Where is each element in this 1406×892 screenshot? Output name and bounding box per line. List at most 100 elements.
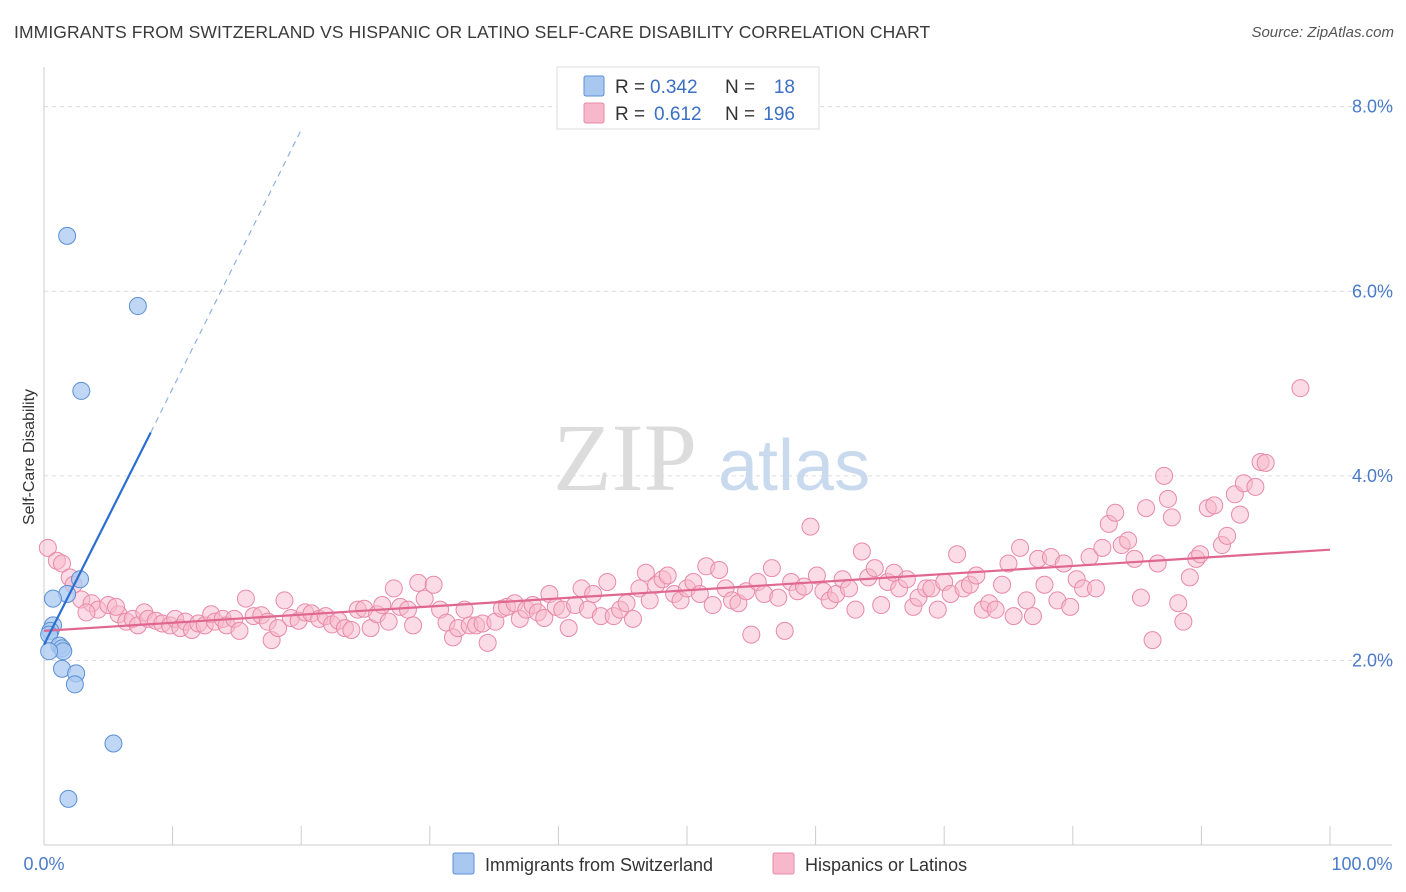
legend-swatch-hispanics — [583, 102, 605, 124]
point-switzerland-0 — [58, 226, 77, 245]
point-hispanics-129 — [852, 542, 871, 561]
point-hispanics-59 — [409, 573, 428, 592]
point-hispanics-121 — [801, 517, 820, 536]
point-switzerland-16 — [104, 734, 123, 753]
point-hispanics-144 — [948, 545, 967, 564]
x-tick-label-max: 100.0% — [1331, 854, 1392, 874]
point-switzerland-17 — [59, 789, 78, 808]
axes — [43, 67, 1392, 846]
point-hispanics-141 — [928, 600, 947, 619]
point-hispanics-38 — [275, 591, 294, 610]
x-tick-label-min: 0.0% — [23, 854, 64, 874]
point-hispanics-57 — [398, 600, 417, 619]
series-legend-item-hispanics: Hispanics or Latinos — [772, 852, 967, 875]
series-legend-swatch-switzerland — [452, 852, 475, 875]
point-hispanics-151 — [993, 575, 1012, 594]
series-legend-label-hispanics: Hispanics or Latinos — [805, 855, 967, 875]
point-hispanics-11 — [107, 597, 126, 616]
point-hispanics-107 — [710, 560, 729, 579]
point-hispanics-147 — [967, 566, 986, 585]
legend-n-value: 196 — [763, 104, 795, 125]
legend-n-label: N = — [725, 77, 755, 98]
point-hispanics-167 — [1093, 538, 1112, 557]
point-hispanics-61 — [424, 575, 443, 594]
point-hispanics-32 — [236, 589, 255, 608]
point-hispanics-180 — [1169, 594, 1188, 613]
watermark: ZIP atlas — [553, 404, 870, 511]
series-legend-item-switzerland: Immigrants from Switzerland — [452, 852, 713, 875]
point-hispanics-182 — [1180, 568, 1199, 587]
point-hispanics-186 — [1205, 496, 1224, 515]
chart-source: Source: ZipAtlas.com — [1251, 24, 1394, 41]
y-tick-label-3: 8.0% — [1352, 97, 1393, 117]
point-hispanics-176 — [1148, 554, 1167, 573]
y-tick-label-1: 4.0% — [1352, 466, 1393, 486]
chart-title: IMMIGRANTS FROM SWITZERLAND VS HISPANIC … — [14, 22, 931, 42]
point-hispanics-116 — [769, 588, 788, 607]
legend-r-value: 0.342 — [650, 77, 698, 98]
trend-lines — [43, 129, 1331, 646]
point-hispanics-190 — [1230, 505, 1249, 524]
point-hispanics-37 — [269, 619, 288, 638]
point-hispanics-48 — [342, 620, 361, 639]
series-switzerland-points — [40, 226, 147, 808]
point-hispanics-161 — [1054, 554, 1073, 573]
point-hispanics-93 — [623, 609, 642, 628]
point-hispanics-131 — [865, 559, 884, 578]
point-hispanics-127 — [840, 579, 859, 598]
watermark-zip: ZIP — [553, 404, 697, 511]
point-hispanics-192 — [1246, 477, 1265, 496]
point-switzerland-5 — [44, 589, 63, 608]
legend-n-value: 18 — [774, 77, 795, 98]
trend-line-hispanics — [43, 548, 1331, 632]
point-hispanics-155 — [1017, 591, 1036, 610]
point-hispanics-83 — [559, 619, 578, 638]
trend-line-switzerland-extension — [150, 129, 302, 433]
series-legend-label-switzerland: Immigrants from Switzerland — [485, 855, 713, 875]
point-hispanics-117 — [775, 621, 794, 640]
legend-swatch-switzerland — [583, 75, 605, 97]
point-switzerland-1 — [128, 297, 147, 316]
point-hispanics-79 — [535, 608, 554, 627]
point-hispanics-55 — [384, 579, 403, 598]
legend-r-value: 0.612 — [654, 104, 702, 125]
legend-n-label: N = — [725, 104, 755, 125]
point-hispanics-87 — [584, 584, 603, 603]
point-hispanics-158 — [1035, 575, 1054, 594]
point-hispanics-175 — [1143, 631, 1162, 650]
x-tick-labels: 0.0% 100.0% — [23, 854, 1392, 874]
point-hispanics-96 — [640, 591, 659, 610]
point-hispanics-181 — [1174, 612, 1193, 631]
point-hispanics-152 — [999, 554, 1018, 573]
point-hispanics-172 — [1125, 549, 1144, 568]
point-hispanics-195 — [1291, 379, 1310, 398]
watermark-atlas: atlas — [718, 426, 870, 506]
point-hispanics-106 — [703, 596, 722, 615]
point-hispanics-8 — [77, 603, 96, 622]
point-hispanics-154 — [1011, 538, 1030, 557]
point-hispanics-178 — [1158, 489, 1177, 508]
point-hispanics-179 — [1162, 508, 1181, 527]
point-hispanics-99 — [658, 566, 677, 585]
point-hispanics-194 — [1256, 453, 1275, 472]
point-hispanics-184 — [1191, 545, 1210, 564]
y-tick-label-2: 6.0% — [1352, 281, 1393, 301]
point-hispanics-169 — [1106, 503, 1125, 522]
legend-row-switzerland: R = 0.342 N = 18 — [583, 75, 795, 98]
correlation-legend: R = 0.342 N = 18 R = 0.612 N = 196 — [556, 66, 820, 130]
point-hispanics-95 — [636, 563, 655, 582]
point-hispanics-89 — [598, 572, 617, 591]
point-hispanics-70 — [478, 633, 497, 652]
point-hispanics-171 — [1119, 531, 1138, 550]
series-legend: Immigrants from Switzerland Hispanics or… — [452, 852, 967, 875]
point-hispanics-173 — [1131, 588, 1150, 607]
point-hispanics-115 — [762, 559, 781, 578]
point-hispanics-136 — [897, 570, 916, 589]
y-axis-title: Self-Care Disability — [21, 389, 38, 525]
point-hispanics-156 — [1023, 607, 1042, 626]
point-hispanics-150 — [986, 600, 1005, 619]
point-hispanics-174 — [1137, 499, 1156, 518]
point-hispanics-162 — [1061, 597, 1080, 616]
y-tick-labels: 2.0% 4.0% 6.0% 8.0% — [1352, 97, 1393, 671]
